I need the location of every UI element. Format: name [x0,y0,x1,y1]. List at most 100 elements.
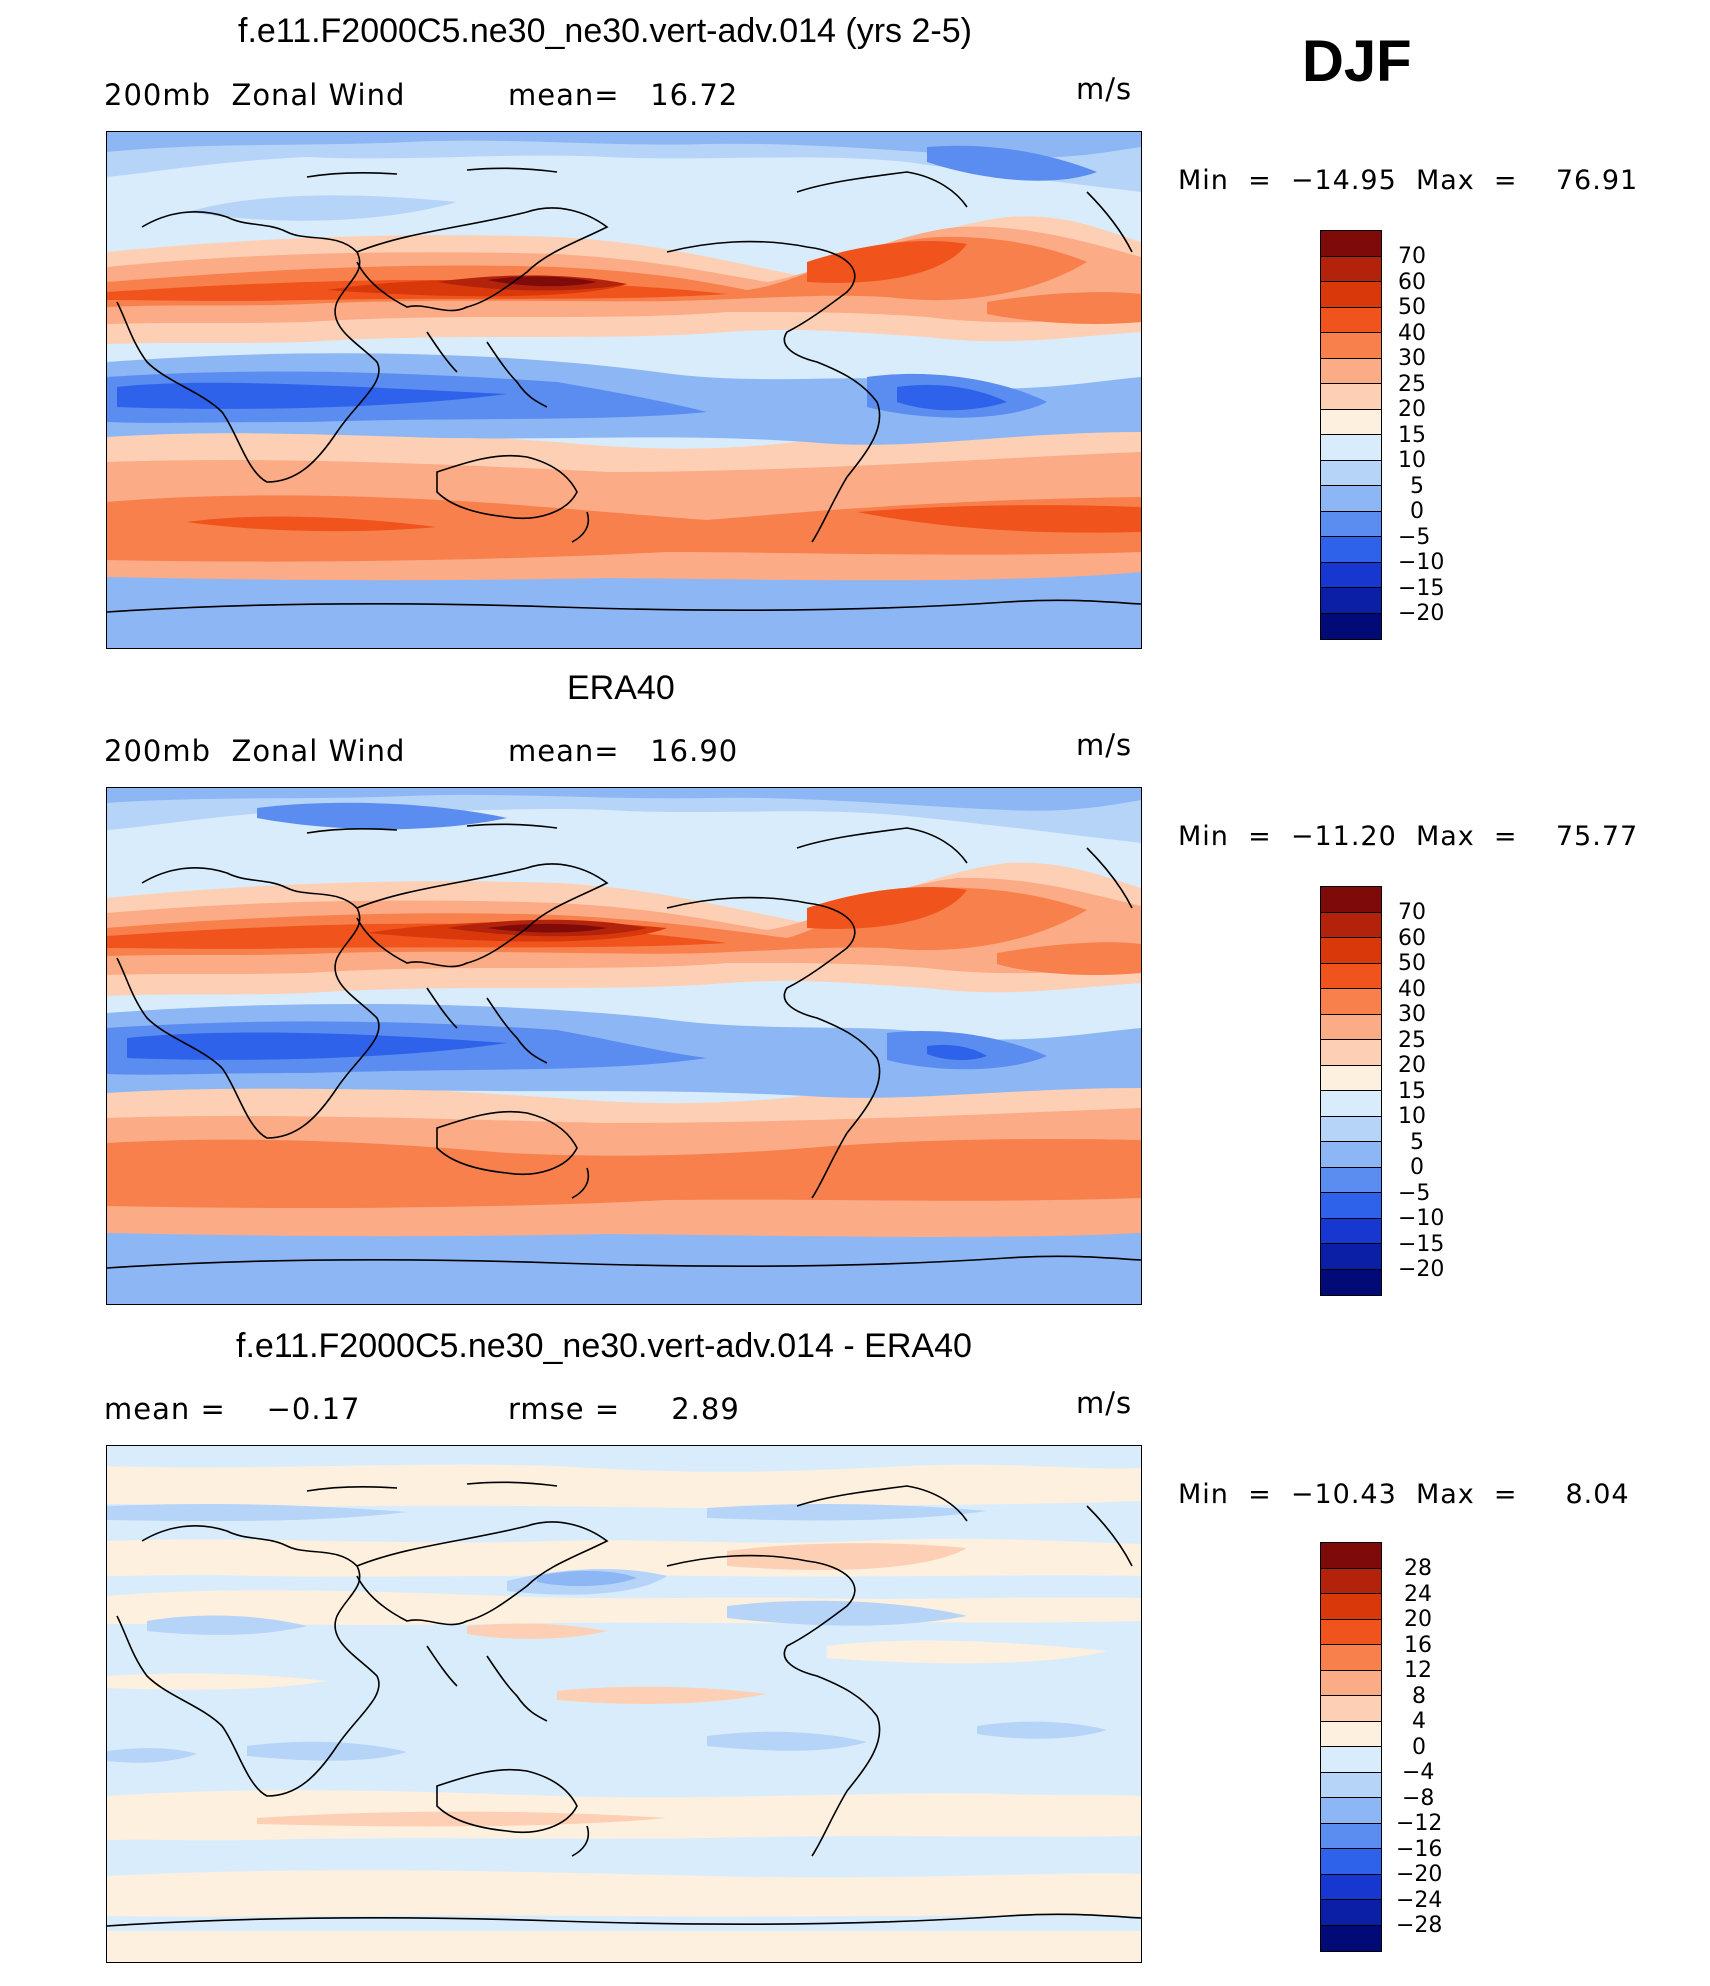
colorbar-segment [1321,1142,1381,1168]
colorbar-segment [1321,384,1381,410]
colorbar-segment [1321,358,1381,384]
colorbar-segment [1321,231,1381,257]
panel-model-colorbar [1320,230,1382,640]
colorbar-segment [1321,1218,1381,1244]
colorbar-segment [1321,486,1381,512]
panel-diff-title: f.e11.F2000C5.ne30_ne30.vert-adv.014 - E… [236,1327,972,1365]
colorbar-tick: −15 [1398,575,1445,601]
colorbar-tick: 25 [1398,1027,1426,1053]
colorbar-tick: 15 [1398,1078,1426,1104]
panel-obs-title: ERA40 [567,669,675,707]
colorbar-tick: −12 [1396,1811,1443,1836]
colorbar-segment [1321,1568,1381,1594]
colorbar-segment [1321,1065,1381,1091]
colorbar-segment [1321,256,1381,282]
colorbar-tick: 24 [1404,1581,1432,1607]
colorbar-tick: −15 [1398,1231,1445,1257]
colorbar-tick: 10 [1398,448,1426,473]
panel-obs-map [106,787,1142,1305]
colorbar-segment [1321,1849,1381,1875]
colorbar-tick: 15 [1398,422,1426,448]
colorbar-tick: 50 [1398,295,1426,320]
colorbar-segment [1321,912,1381,938]
colorbar-segment [1321,938,1381,964]
colorbar-segment [1321,963,1381,989]
panel-obs-colorbar [1320,886,1382,1296]
colorbar-segment [1321,1167,1381,1193]
colorbar-segment [1321,1040,1381,1066]
colorbar-segment [1321,1670,1381,1696]
colorbar-tick: −28 [1396,1913,1443,1938]
colorbar-segment [1321,1772,1381,1798]
panel-obs-mean: mean= 16.90 [508,734,739,768]
panel-model-field-label: 200mb Zonal Wind [104,78,406,112]
colorbar-tick: 70 [1398,244,1426,269]
colorbar-segment [1321,282,1381,308]
colorbar-tick: 20 [1398,1053,1426,1078]
colorbar-segment [1321,1645,1381,1671]
colorbar-tick: 0 [1410,1155,1424,1180]
colorbar-segment [1321,1116,1381,1142]
colorbar-tick: −10 [1398,1206,1445,1231]
colorbar-segment [1321,1594,1381,1620]
panel-diff-colorbar [1320,1542,1382,1952]
colorbar-segment [1321,1244,1381,1270]
colorbar-segment [1321,1269,1381,1295]
colorbar-segment [1321,989,1381,1015]
colorbar-segment [1321,1193,1381,1219]
colorbar-tick: 25 [1398,371,1426,397]
colorbar-segment [1321,511,1381,537]
panel-obs-minmax: Min = −11.20 Max = 75.77 [1178,821,1639,852]
colorbar-tick: 40 [1398,320,1426,346]
panel-diff-mean: mean = −0.17 [104,1392,361,1426]
colorbar-tick: 20 [1404,1607,1432,1632]
colorbar-tick: 16 [1404,1632,1432,1658]
colorbar-tick: 30 [1398,1002,1426,1027]
colorbar-segment [1321,1721,1381,1747]
panel-model-minmax: Min = −14.95 Max = 76.91 [1178,165,1639,196]
colorbar-tick: −5 [1398,524,1431,550]
colorbar-tick: 5 [1410,473,1424,499]
panel-model-mean: mean= 16.72 [508,78,739,112]
colorbar-segment [1321,1619,1381,1645]
colorbar-segment [1321,1874,1381,1900]
colorbar-tick: −10 [1398,550,1445,575]
colorbar-tick: 12 [1404,1658,1432,1683]
panel-diff-minmax: Min = −10.43 Max = 8.04 [1178,1479,1630,1510]
colorbar-segment [1321,1696,1381,1722]
panel-diff-units: m/s [1076,1386,1133,1420]
colorbar-segment [1321,460,1381,486]
colorbar-segment [1321,1091,1381,1117]
colorbar-tick: −5 [1398,1180,1431,1206]
colorbar-tick: −20 [1396,1862,1443,1887]
colorbar-segment [1321,537,1381,563]
colorbar-tick: 60 [1398,269,1426,295]
colorbar-tick: −16 [1396,1836,1443,1862]
panel-obs-field-label: 200mb Zonal Wind [104,734,406,768]
colorbar-segment [1321,1747,1381,1773]
colorbar-tick: 4 [1412,1709,1426,1734]
colorbar-segment [1321,333,1381,359]
colorbar-tick: 10 [1398,1104,1426,1129]
colorbar-tick: −8 [1402,1785,1435,1811]
colorbar-tick: −20 [1398,601,1445,626]
colorbar-segment [1321,887,1381,913]
colorbar-segment [1321,1014,1381,1040]
colorbar-segment [1321,562,1381,588]
colorbar-segment [1321,409,1381,435]
colorbar-tick: 60 [1398,925,1426,951]
colorbar-segment [1321,307,1381,333]
panel-obs-units: m/s [1076,728,1133,762]
panel-model-units: m/s [1076,72,1133,106]
colorbar-tick: 40 [1398,976,1426,1002]
colorbar-segment [1321,435,1381,461]
colorbar-tick: 20 [1398,397,1426,422]
colorbar-tick: 70 [1398,900,1426,925]
colorbar-tick: 0 [1412,1734,1426,1760]
colorbar-tick: 28 [1404,1556,1432,1581]
colorbar-segment [1321,613,1381,639]
season-label: DJF [1302,29,1412,94]
panel-diff-map [106,1445,1142,1963]
colorbar-tick: −20 [1398,1257,1445,1282]
colorbar-segment [1321,588,1381,614]
